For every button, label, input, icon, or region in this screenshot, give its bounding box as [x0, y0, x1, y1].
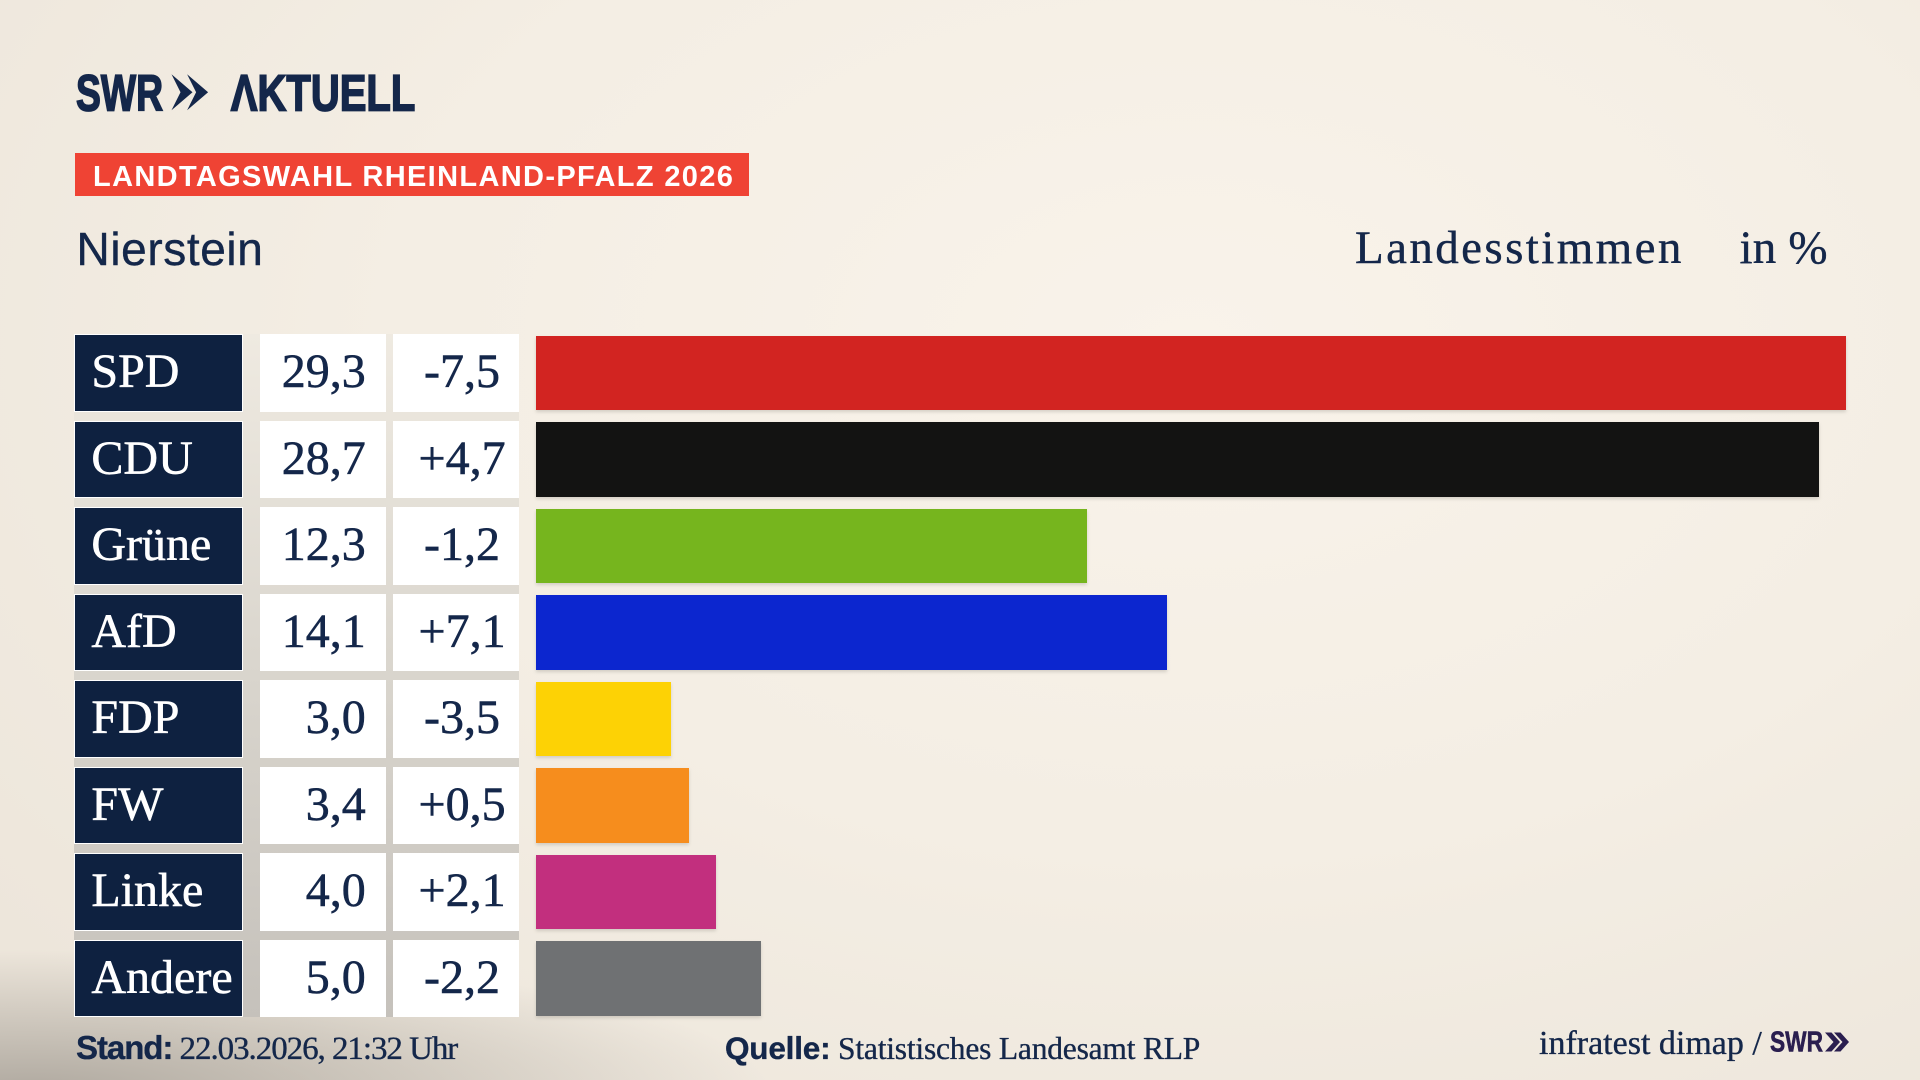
- svg-text:ΛKTUELL: ΛKTUELL: [231, 74, 415, 114]
- svg-text:SWR: SWR: [1770, 1030, 1823, 1055]
- svg-text:SWR: SWR: [76, 74, 163, 114]
